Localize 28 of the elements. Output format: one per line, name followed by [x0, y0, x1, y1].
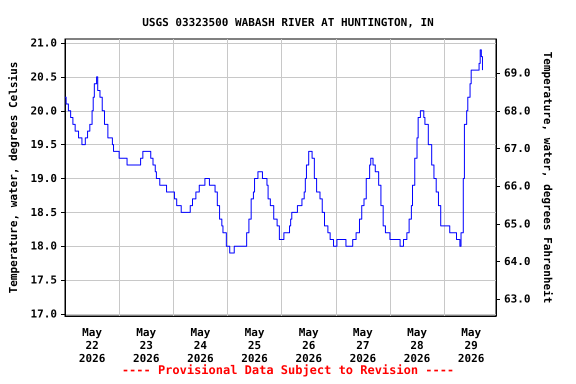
- x-tick-label: May 25 2026: [241, 326, 268, 365]
- x-tick-label: May 24 2026: [187, 326, 214, 365]
- y-tick-label: 17.0: [30, 307, 57, 320]
- y-tick-label: 18.0: [30, 240, 57, 253]
- y2-tick-label: 68.0: [504, 104, 530, 118]
- y2-tick-label: 64.0: [504, 254, 530, 268]
- y2-tick-label: 69.0: [504, 66, 530, 80]
- y-tick-label: 17.5: [30, 274, 57, 287]
- y2-tick-label: 65.0: [504, 217, 530, 230]
- y2-axis-title: Temperature, water, degrees Fahrenheit: [541, 52, 554, 304]
- y-tick-label: 18.5: [30, 206, 57, 219]
- y-tick-label: 19.5: [30, 138, 57, 152]
- y2-tick-label: 63.0: [504, 292, 530, 306]
- y-tick-label: 19.0: [30, 172, 57, 186]
- x-tick-label: May 23 2026: [132, 326, 160, 365]
- y-tick-label: 20.0: [30, 104, 57, 118]
- x-tick-label: May 27 2026: [350, 326, 376, 365]
- x-tick-label: May 29 2026: [458, 326, 485, 365]
- x-tick-label: May 22 2026: [78, 326, 106, 365]
- x-tick-label: May 28 2026: [404, 326, 431, 365]
- chart-title: USGS 03323500 WABASH RIVER AT HUNTINGTON, IN: [142, 16, 434, 29]
- y2-tick-label: 67.0: [504, 142, 530, 156]
- x-tick-label: May 26 2026: [295, 326, 322, 365]
- y2-tick-label: 66.0: [504, 180, 530, 193]
- y-axis-title: Temperature, water, degrees Celsius: [7, 62, 20, 294]
- text: ---- Provisional Data Subject to Revision ----: [122, 363, 454, 377]
- y-tick-label: 20.5: [30, 70, 57, 84]
- y-tick-label: 21.0: [30, 36, 57, 50]
